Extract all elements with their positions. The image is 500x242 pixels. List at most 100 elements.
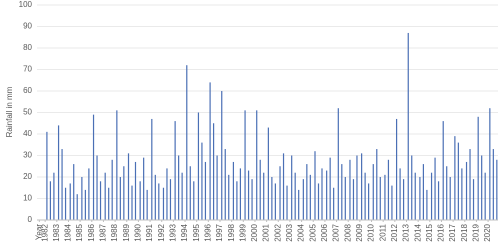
- bar: [364, 172, 366, 220]
- bar: [337, 108, 339, 220]
- bar: [154, 174, 156, 220]
- bar: [391, 185, 393, 220]
- x-tick-label: 2005: [308, 223, 317, 241]
- bar: [131, 185, 133, 220]
- bar: [81, 177, 83, 220]
- bar: [484, 172, 486, 220]
- bar: [302, 179, 304, 220]
- bar: [349, 159, 351, 220]
- bar: [139, 181, 141, 220]
- x-tick-label: 2006: [320, 223, 329, 241]
- bar: [387, 159, 390, 220]
- bar: [236, 181, 238, 220]
- bar: [286, 185, 288, 220]
- bar: [419, 177, 421, 220]
- x-tick-label: 2018: [460, 223, 469, 241]
- bar: [321, 168, 323, 220]
- y-tick-label: 30: [23, 151, 32, 160]
- bar: [151, 118, 153, 220]
- bar: [263, 172, 265, 220]
- x-tick-label: 1994: [180, 223, 189, 241]
- x-tick-label: 2016: [437, 223, 446, 241]
- y-tick-label: 70: [23, 65, 32, 74]
- x-tick-label: 2020: [483, 223, 492, 241]
- x-tick-label: 1996: [203, 223, 212, 241]
- x-tick-label: 2009: [355, 223, 364, 241]
- bar: [76, 194, 78, 220]
- bar: [251, 179, 253, 220]
- bar: [309, 174, 311, 220]
- bar: [239, 168, 241, 220]
- bar: [465, 161, 468, 220]
- bar: [407, 32, 409, 221]
- x-tick-label: 2001: [262, 223, 271, 241]
- x-tick-label: 1999: [238, 223, 247, 241]
- x-tick-label: 1993: [168, 223, 177, 241]
- bar: [379, 177, 381, 220]
- bar: [472, 179, 475, 220]
- bar: [356, 155, 358, 220]
- x-tick-label: 2012: [390, 223, 399, 241]
- bar: [411, 155, 413, 220]
- bar: [333, 187, 335, 220]
- x-tick-label: 2007: [332, 223, 341, 241]
- bar: [178, 155, 180, 220]
- bar: [123, 166, 125, 220]
- bar: [477, 116, 479, 220]
- x-tick-label: 1984: [64, 223, 73, 241]
- bar: [162, 187, 165, 220]
- bar: [449, 177, 451, 220]
- x-tick-label: 1985: [75, 223, 84, 241]
- bar: [73, 164, 75, 220]
- bar: [57, 125, 60, 220]
- x-tick-label: 1983: [52, 223, 61, 241]
- bar: [437, 181, 440, 220]
- bar: [224, 149, 226, 220]
- bar: [134, 161, 137, 220]
- bar: [212, 123, 215, 220]
- bar: [111, 159, 113, 220]
- x-tick-label: 2008: [343, 223, 352, 241]
- bar: [181, 172, 183, 220]
- bar: [442, 121, 444, 220]
- bar: [372, 164, 374, 220]
- bar: [221, 91, 223, 220]
- y-tick-label: 50: [23, 108, 32, 117]
- x-tick-label: 2003: [285, 223, 294, 241]
- x-tick-label: 1995: [192, 223, 201, 241]
- bar: [259, 159, 261, 220]
- bar: [361, 153, 363, 220]
- x-tick-label: 2011: [378, 223, 387, 241]
- bar: [174, 121, 176, 220]
- bar: [384, 174, 386, 220]
- bar: [166, 168, 168, 220]
- bar: [454, 136, 456, 220]
- bar: [189, 166, 191, 220]
- bar: [341, 164, 343, 220]
- bar: [414, 172, 416, 220]
- bar: [197, 112, 200, 220]
- bar: [271, 177, 273, 220]
- bar: [274, 183, 276, 220]
- bar: [247, 170, 250, 220]
- bar: [69, 183, 71, 220]
- bar: [469, 149, 471, 220]
- bar: [298, 189, 300, 220]
- x-tick-label: Year: [34, 224, 43, 241]
- y-tick-label: 100: [19, 0, 33, 9]
- x-tick-label: 2010: [367, 223, 376, 241]
- bar: [146, 189, 148, 220]
- bar: [326, 170, 328, 220]
- bar: [61, 149, 63, 220]
- bar: [461, 168, 463, 220]
- bar: [186, 65, 188, 220]
- y-tick-label: 80: [23, 43, 32, 52]
- x-tick-label: 1997: [215, 223, 224, 241]
- x-tick-label: 2015: [425, 223, 434, 241]
- bar: [395, 118, 398, 220]
- bar: [143, 157, 145, 220]
- bar: [294, 172, 296, 220]
- bar: [422, 164, 425, 220]
- bar: [306, 164, 308, 220]
- bar: [127, 153, 130, 220]
